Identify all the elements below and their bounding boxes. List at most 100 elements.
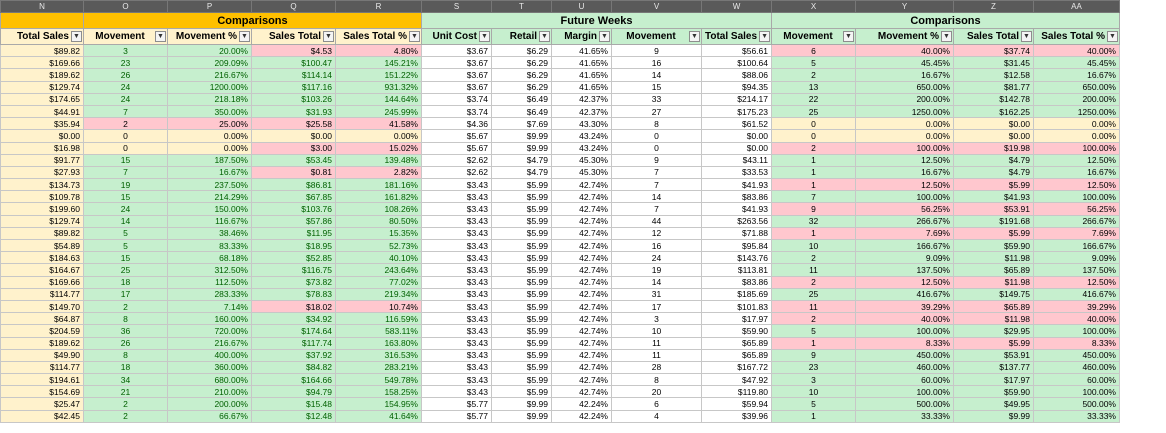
cell-n[interactable]: $54.89 [0,238,84,253]
cell-p[interactable]: 112.50% [167,275,252,289]
cell-o[interactable]: 2 [83,397,168,411]
cell-z[interactable]: $59.90 [953,238,1034,253]
cell-z[interactable]: $17.97 [953,373,1034,387]
cell-z[interactable]: $11.98 [953,312,1034,326]
cell-w[interactable]: $185.69 [701,287,772,301]
cell-t[interactable]: $6.49 [491,104,552,119]
cell-t[interactable]: $5.99 [491,214,552,228]
cell-q[interactable]: $94.79 [251,385,336,399]
cell-v[interactable]: 14 [611,68,702,82]
cell-aa[interactable]: 450.00% [1033,348,1120,362]
cell-q[interactable]: $57.86 [251,214,336,228]
cell-n[interactable]: $89.82 [0,226,84,241]
cell-o[interactable]: 23 [83,56,168,70]
cell-r[interactable]: 15.02% [335,141,422,155]
cell-n[interactable]: $129.74 [0,80,84,94]
cell-q[interactable]: $18.95 [251,238,336,253]
cell-n[interactable]: $114.77 [0,287,84,301]
cell-v[interactable]: 14 [611,190,702,204]
cell-aa[interactable]: 56.25% [1033,202,1120,216]
cell-p[interactable]: 0.00% [167,141,252,155]
cell-y[interactable]: 500.00% [855,397,954,411]
cell-r[interactable]: 77.02% [335,275,422,289]
cell-y[interactable]: 9.09% [855,251,954,265]
cell-v[interactable]: 19 [611,263,702,277]
filter-dropdown-icon[interactable]: ▼ [599,31,610,42]
cell-p[interactable]: 214.29% [167,190,252,204]
cell-s[interactable]: $3.67 [421,68,492,82]
cell-w[interactable]: $61.52 [701,117,772,131]
cell-q[interactable]: $100.47 [251,56,336,70]
cell-p[interactable]: 680.00% [167,373,252,387]
cell-y[interactable]: 40.00% [855,312,954,326]
cell-n[interactable]: $25.47 [0,397,84,411]
cell-y[interactable]: 45.45% [855,56,954,70]
cell-x[interactable]: 6 [771,43,856,58]
cell-z[interactable]: $162.25 [953,104,1034,119]
cell-o[interactable]: 2 [83,409,168,423]
cell-o[interactable]: 15 [83,190,168,204]
cell-u[interactable]: 42.74% [551,190,612,204]
cell-x[interactable]: 9 [771,348,856,362]
cell-t[interactable]: $6.29 [491,43,552,58]
filter-dropdown-icon[interactable]: ▼ [941,31,952,42]
cell-aa[interactable]: 1250.00% [1033,104,1120,119]
cell-y[interactable]: 12.50% [855,153,954,167]
cell-v[interactable]: 31 [611,287,702,301]
cell-n[interactable]: $27.93 [0,165,84,180]
cell-y[interactable]: 7.69% [855,226,954,241]
cell-y[interactable]: 33.33% [855,409,954,423]
cell-s[interactable]: $3.43 [421,263,492,277]
cell-o[interactable]: 3 [83,43,168,58]
cell-n[interactable]: $184.63 [0,251,84,265]
cell-w[interactable]: $94.35 [701,80,772,94]
cell-t[interactable]: $7.69 [491,117,552,131]
cell-p[interactable]: 187.50% [167,153,252,167]
cell-p[interactable]: 16.67% [167,165,252,180]
cell-t[interactable]: $5.99 [491,385,552,399]
cell-n[interactable]: $204.59 [0,324,84,338]
cell-r[interactable]: 931.32% [335,80,422,94]
cell-q[interactable]: $73.82 [251,275,336,289]
cell-aa[interactable]: 650.00% [1033,80,1120,94]
cell-s[interactable]: $3.43 [421,373,492,387]
cell-x[interactable]: 7 [771,190,856,204]
cell-y[interactable]: 56.25% [855,202,954,216]
cell-z[interactable]: $19.98 [953,141,1034,155]
cell-x[interactable]: 13 [771,80,856,94]
cell-s[interactable]: $5.77 [421,397,492,411]
column-header-n[interactable]: N [0,0,84,13]
cell-z[interactable]: $0.00 [953,129,1034,143]
cell-aa[interactable]: 60.00% [1033,373,1120,387]
cell-t[interactable]: $5.99 [491,238,552,253]
cell-r[interactable]: 181.16% [335,178,422,192]
cell-w[interactable]: $43.11 [701,153,772,167]
cell-v[interactable]: 9 [611,43,702,58]
cell-aa[interactable]: 7.69% [1033,226,1120,241]
cell-v[interactable]: 33 [611,92,702,106]
cell-o[interactable]: 7 [83,165,168,180]
cell-aa[interactable]: 166.67% [1033,238,1120,253]
cell-v[interactable]: 7 [611,178,702,192]
cell-x[interactable]: 10 [771,385,856,399]
field-header-movement[interactable]: Movement % ▼ [167,28,252,45]
cell-y[interactable]: 12.50% [855,275,954,289]
cell-t[interactable]: $5.99 [491,202,552,216]
cell-w[interactable]: $101.83 [701,299,772,314]
cell-y[interactable]: 0.00% [855,117,954,131]
cell-o[interactable]: 34 [83,373,168,387]
cell-w[interactable]: $59.94 [701,397,772,411]
cell-z[interactable]: $149.75 [953,287,1034,301]
cell-w[interactable]: $65.89 [701,348,772,362]
cell-z[interactable]: $9.99 [953,409,1034,423]
cell-w[interactable]: $113.81 [701,263,772,277]
cell-t[interactable]: $5.99 [491,275,552,289]
cell-z[interactable]: $11.98 [953,275,1034,289]
cell-x[interactable]: 11 [771,299,856,314]
cell-aa[interactable]: 40.00% [1033,312,1120,326]
cell-aa[interactable]: 12.50% [1033,275,1120,289]
cell-z[interactable]: $29.95 [953,324,1034,338]
cell-s[interactable]: $3.43 [421,275,492,289]
cell-aa[interactable]: 16.67% [1033,165,1120,180]
cell-aa[interactable]: 500.00% [1033,397,1120,411]
